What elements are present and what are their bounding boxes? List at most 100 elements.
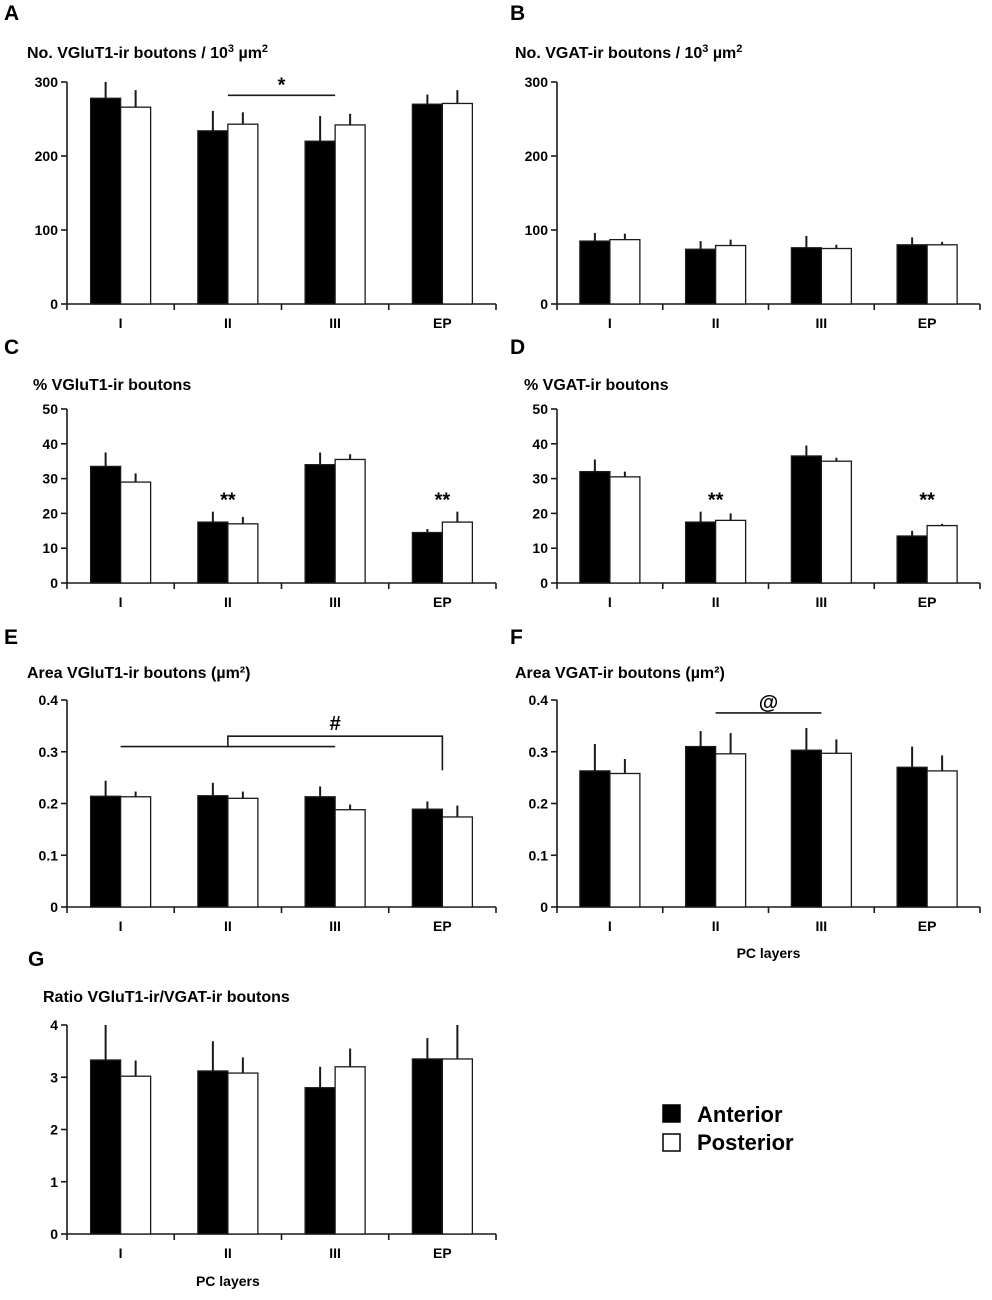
panel-b-title-main: No. VGAT-ir boutons / 10 <box>515 45 702 62</box>
panel-d-ytick-label: 40 <box>532 436 548 452</box>
panel-e-bar-anterior <box>411 808 444 908</box>
panel-c-category-label: III <box>329 594 341 610</box>
panel-c-ytick-label: 20 <box>42 505 58 521</box>
panel-e-title: Area VGluT1-ir boutons (µm²) <box>27 665 250 682</box>
panel-f-title-main: Area VGAT-ir boutons (µm²) <box>515 665 725 682</box>
panel-c-category-label: II <box>224 594 232 610</box>
panel-e-ytick-label: 0 <box>50 899 58 915</box>
panel-g-ytick-label: 1 <box>50 1174 58 1190</box>
panel-a-ytick-label: 200 <box>35 148 59 164</box>
panel-f-category-label: II <box>712 918 720 934</box>
panel-f-bar-posterior <box>609 772 641 908</box>
panel-g-ytick-label: 3 <box>50 1069 58 1085</box>
panel-a-title-main: No. VGluT1-ir boutons / 10 <box>27 45 228 62</box>
panel-b-bar-anterior <box>790 247 823 305</box>
panel-g-bar-anterior <box>304 1087 336 1235</box>
panel-d-category-label: EP <box>918 594 937 610</box>
panel-d-ytick-label: 30 <box>532 471 548 487</box>
panel-c-category-label: I <box>119 594 123 610</box>
panel-f-x-label: PC layers <box>737 945 801 961</box>
panel-d-bar-posterior <box>714 519 747 584</box>
panel-g-title: Ratio VGluT1-ir/VGAT-ir boutons <box>43 989 290 1006</box>
panel-f-bar-anterior <box>790 749 823 908</box>
panel-d-bar-anterior <box>579 470 611 584</box>
panel-e-ytick-label: 0.3 <box>39 744 59 760</box>
panel-c-bar-posterior <box>119 481 152 584</box>
panel-a-bar-posterior <box>334 124 366 305</box>
panel-a-bar-posterior <box>227 123 259 305</box>
panel-b-bar-posterior <box>609 238 641 305</box>
panel-b-ytick-label: 100 <box>525 222 549 238</box>
panel-b-category-label: I <box>608 315 612 331</box>
panel-d-ytick-label: 20 <box>532 505 548 521</box>
panel-a-title-sup: 3 <box>228 43 234 55</box>
panel-c-bar-anterior <box>411 531 444 584</box>
panel-e-bar-anterior <box>304 796 336 908</box>
panel-e-bar-anterior <box>197 795 229 908</box>
panel-b-category-label: II <box>712 315 720 331</box>
panel-e-category-label: EP <box>433 918 452 934</box>
panel-a-category-label: EP <box>433 315 452 331</box>
panel-g-category-label: III <box>329 1245 341 1261</box>
panel-b-bar-posterior <box>714 244 747 305</box>
panel-e-category-label: III <box>329 918 341 934</box>
panel-c-bar-anterior <box>197 521 229 584</box>
panel-a-bar-anterior <box>197 130 229 305</box>
panel-b-ytick-label: 0 <box>540 296 548 312</box>
panel-c-bar-posterior <box>441 521 474 584</box>
panel-f-bar-anterior <box>896 766 928 908</box>
panel-a-bar-posterior <box>441 102 474 305</box>
panel-f-bar-posterior <box>714 753 747 908</box>
panel-a-letter: A <box>4 2 19 25</box>
panel-b-bar-anterior <box>896 244 928 305</box>
panel-e-significance-mark: # <box>330 713 341 735</box>
panel-d-letter: D <box>510 336 525 359</box>
panel-a-title: No. VGluT1-ir boutons / 103 µm2 <box>27 43 268 62</box>
panel-d-title: % VGAT-ir boutons <box>524 377 669 394</box>
panel-f-significance-mark: @ <box>759 692 779 714</box>
panel-d-bar-posterior <box>609 476 641 584</box>
panel-f-category-label: EP <box>918 918 937 934</box>
panel-g-title-main: Ratio VGluT1-ir/VGAT-ir boutons <box>43 989 290 1006</box>
panel-e-bar-anterior <box>89 795 122 908</box>
panel-c-letter: C <box>4 336 19 359</box>
panel-f-bar-anterior <box>684 745 717 908</box>
panel-d-bar-anterior <box>790 455 823 584</box>
panel-d-bar-anterior <box>684 521 717 584</box>
panel-e-category-label: II <box>224 918 232 934</box>
panel-a-bar-anterior <box>89 97 122 305</box>
panel-e-significance-bracket-high <box>227 735 444 771</box>
panel-c-category-label: EP <box>433 594 452 610</box>
panel-d-ytick-label: 50 <box>532 401 548 417</box>
legend-anterior-swatch <box>662 1104 681 1123</box>
panel-a-ytick-label: 300 <box>35 74 59 90</box>
panel-g-category-label: I <box>119 1245 123 1261</box>
panel-e-bar-posterior <box>119 796 152 908</box>
legend-posterior-swatch <box>662 1133 681 1152</box>
panel-c-ytick-label: 0 <box>50 575 58 591</box>
panel-a-title-unit: µm <box>234 45 262 62</box>
panel-g-bar-posterior <box>227 1072 259 1235</box>
panel-e-title-main: Area VGluT1-ir boutons (µm²) <box>27 665 250 682</box>
panel-b-title-sup: 3 <box>702 43 708 55</box>
panel-a-category-label: II <box>224 315 232 331</box>
panel-g-bar-anterior <box>89 1059 122 1235</box>
panel-d-title-main: % VGAT-ir boutons <box>524 377 669 394</box>
panel-b-ytick-label: 300 <box>525 74 549 90</box>
panel-e-bar-posterior <box>441 816 474 908</box>
panel-d-ytick-label: 0 <box>540 575 548 591</box>
panel-g-category-label: EP <box>433 1245 452 1261</box>
panel-b-category-label: EP <box>918 315 937 331</box>
panel-c-ytick-label: 40 <box>42 436 58 452</box>
panel-f: F Area VGAT-ir boutons (µm²) 0 0.1 0.2 0.3 0.4… <box>510 626 981 961</box>
panel-b-ytick-label: 200 <box>525 148 549 164</box>
panel-a-bar-anterior <box>304 140 336 305</box>
panel-f-ytick-label: 0.4 <box>529 692 549 708</box>
panel-f-bar-posterior <box>926 770 958 908</box>
panel-e-ytick-label: 0.2 <box>39 796 59 812</box>
panel-a-bar-posterior <box>119 106 152 305</box>
panel-c-title: % VGluT1-ir boutons <box>33 377 191 394</box>
panel-c-ytick-label: 30 <box>42 471 58 487</box>
